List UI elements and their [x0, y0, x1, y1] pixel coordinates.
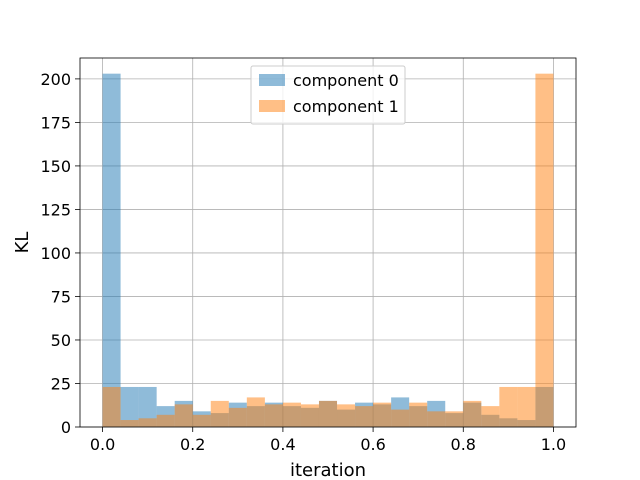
bar-component-0-bin-2 [138, 386, 157, 427]
bar-component-1-bin-0 [102, 386, 121, 427]
x-tick-label-4: 0.8 [451, 435, 476, 454]
x-axis-ticks: 0.0 0.2 0.4 0.6 0.8 1.0 [90, 427, 566, 454]
bar-component-1-bin-22 [499, 386, 518, 427]
bar-component-1-bin-12 [318, 400, 338, 427]
legend-label-component-1: component 1 [293, 97, 399, 116]
y-tick-label-8: 200 [40, 70, 71, 89]
bar-component-1-bin-18 [427, 411, 446, 427]
y-tick-label-3: 75 [51, 287, 71, 306]
bar-component-1-bin-10 [282, 402, 301, 427]
x-tick-label-0: 0.0 [90, 435, 115, 454]
bar-component-1-bin-17 [409, 402, 428, 427]
bar-component-1-bin-15 [373, 402, 392, 427]
bar-component-1-bin-7 [228, 407, 247, 427]
legend-swatch-component-1 [259, 100, 285, 112]
bar-component-0-bin-1 [120, 386, 139, 427]
bar-component-1-bin-11 [300, 404, 319, 427]
x-tick-label-5: 1.0 [541, 435, 566, 454]
y-axis-label: KL [12, 232, 33, 254]
legend-label-component-0: component 0 [293, 71, 399, 90]
x-axis-label: iteration [290, 460, 366, 480]
y-axis-ticks: 0 25 50 75 100 125 150 175 200 [40, 70, 80, 437]
legend: component 0 component 1 [250, 65, 406, 125]
legend-swatch-component-0 [259, 74, 285, 86]
bar-component-1-bin-21 [481, 406, 500, 427]
bar-component-1-bin-8 [246, 397, 265, 427]
bar-component-1-bin-2 [138, 418, 157, 427]
bar-component-1-bin-14 [355, 406, 374, 427]
bar-component-1-bin-13 [337, 404, 356, 427]
x-tick-label-3: 0.6 [360, 435, 385, 454]
bar-component-1-bin-24 [535, 73, 554, 427]
x-tick-label-1: 0.2 [180, 435, 205, 454]
bar-component-1-bin-1 [120, 420, 139, 427]
bar-component-1-bin-20 [463, 400, 482, 427]
legend-box [250, 65, 406, 125]
y-tick-label-4: 100 [40, 244, 71, 263]
y-tick-label-6: 150 [40, 157, 71, 176]
y-tick-label-7: 175 [40, 113, 71, 132]
bar-component-1-bin-16 [391, 409, 410, 427]
y-tick-label-5: 125 [40, 200, 71, 219]
bar-component-1-bin-3 [156, 414, 175, 427]
bar-component-0-bin-0 [102, 73, 121, 427]
bar-component-1-bin-23 [517, 386, 536, 427]
bar-component-1-bin-5 [192, 414, 211, 427]
plot-area-frame [79, 57, 577, 428]
histogram-bars [102, 73, 554, 427]
y-tick-label-1: 25 [51, 374, 71, 393]
x-tick-label-2: 0.4 [270, 435, 295, 454]
bar-component-1-bin-6 [210, 400, 229, 427]
y-tick-label-0: 0 [61, 418, 71, 437]
bar-component-1-bin-19 [445, 411, 464, 427]
bar-component-1-bin-9 [264, 404, 283, 427]
y-tick-label-2: 50 [51, 331, 71, 350]
bar-component-1-bin-4 [174, 404, 193, 427]
